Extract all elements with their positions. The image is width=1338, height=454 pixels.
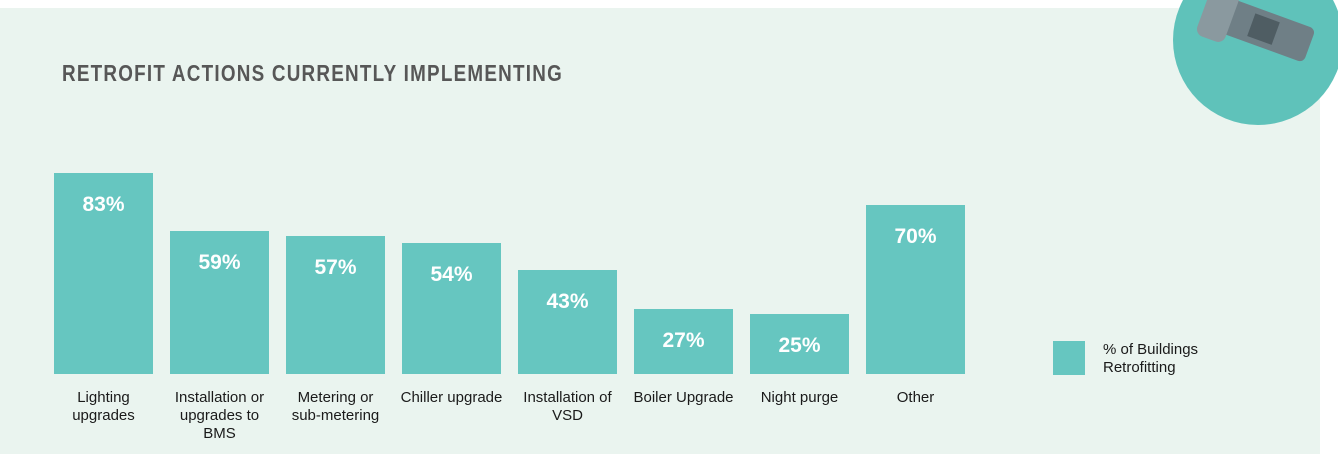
data-label: 83% — [82, 193, 125, 217]
x-tick-label: Installation of VSD — [523, 389, 612, 424]
bar — [518, 269, 617, 374]
data-label: 43% — [546, 289, 589, 313]
data-label: 57% — [314, 256, 357, 280]
data-label: 25% — [778, 333, 821, 357]
legend-label: % of Buildings Retrofitting — [1103, 341, 1199, 376]
bar — [170, 231, 269, 374]
x-tick-label: Metering or sub-metering — [291, 389, 380, 424]
bar — [54, 173, 153, 374]
x-tick-label: Lighting upgrades — [72, 389, 135, 424]
bar — [866, 204, 965, 374]
data-label: 59% — [198, 251, 241, 275]
chart-panel — [0, 8, 1320, 454]
bar — [750, 313, 849, 374]
x-tick-label: Night purge — [760, 389, 839, 406]
data-label: 70% — [894, 224, 937, 248]
x-tick-label: Installation or upgrades to BMS — [174, 389, 265, 442]
x-tick-label: Other — [896, 389, 935, 406]
chart-title: RETROFIT ACTIONS CURRENTLY IMPLEMENTING — [62, 60, 563, 86]
wrench-icon — [1196, 0, 1315, 62]
x-tick-label: Chiller upgrade — [400, 389, 503, 406]
bar — [286, 236, 385, 374]
data-label: 54% — [430, 263, 473, 287]
legend-swatch — [1053, 341, 1085, 375]
bar — [634, 308, 733, 374]
data-label: 27% — [662, 328, 705, 352]
x-tick-label: Boiler Upgrade — [633, 389, 734, 406]
bar — [402, 243, 501, 374]
